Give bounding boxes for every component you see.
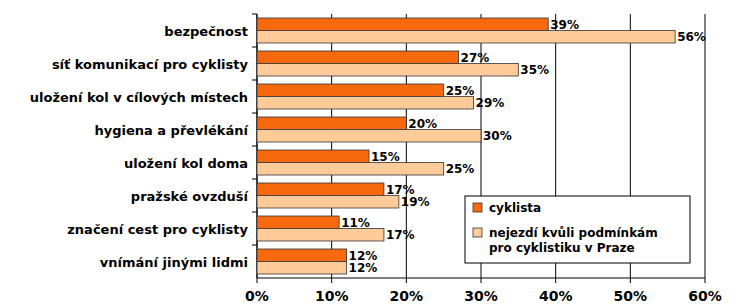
tick-mark <box>630 278 631 283</box>
tick-label: 60% <box>688 288 722 304</box>
category-tick <box>252 47 257 48</box>
bar <box>257 97 474 110</box>
category-label: hygiena a převlékání <box>94 123 249 138</box>
tick-label: 0% <box>245 288 269 304</box>
category-label: uložení kol v cílových místech <box>30 90 248 105</box>
tick-label: 20% <box>390 288 424 304</box>
category-tick <box>252 212 257 213</box>
tick-mark <box>705 278 706 283</box>
data-label: 15% <box>371 150 400 164</box>
bar <box>257 216 339 229</box>
data-label: 39% <box>550 18 579 32</box>
x-axis <box>257 278 705 279</box>
data-label: 56% <box>677 30 706 44</box>
tick-label: 10% <box>315 288 349 304</box>
tick-mark <box>406 278 407 283</box>
bar <box>257 183 384 196</box>
data-label: 12% <box>349 261 378 275</box>
legend-line: nejezdí kvůli podmínkám <box>489 226 658 240</box>
category-tick <box>252 80 257 81</box>
data-label: 30% <box>483 129 512 143</box>
tick-mark <box>555 278 556 283</box>
plot-area <box>257 14 705 278</box>
bar <box>257 64 518 77</box>
bar <box>257 150 369 163</box>
bar <box>257 18 548 31</box>
bar <box>257 229 384 242</box>
category-tick <box>252 245 257 246</box>
tick-label: 30% <box>464 288 498 304</box>
bar <box>257 84 444 97</box>
legend-swatch <box>473 228 482 237</box>
tick-label: 50% <box>614 288 648 304</box>
category-tick <box>252 14 257 15</box>
legend: cyklista nejezdí kvůli podmínkámpro cykli… <box>465 196 690 263</box>
data-label: 20% <box>408 117 437 131</box>
grid-line <box>705 14 706 278</box>
tick-label: 40% <box>539 288 573 304</box>
category-label: vnímání jinými lidmi <box>100 255 248 270</box>
tick-mark <box>481 278 482 283</box>
legend-label: nejezdí kvůli podmínkámpro cyklistiku v … <box>489 226 658 255</box>
legend-line: pro cyklistiku v Praze <box>489 241 635 255</box>
category-tick <box>252 113 257 114</box>
bar <box>257 163 444 176</box>
chart: 0% 10% 20% 30% 40% 50% 60% bezpečnost síť komuni… <box>0 0 744 308</box>
category-tick <box>252 179 257 180</box>
data-label: 17% <box>386 228 415 242</box>
data-labels: 39% 27% 25% 20% 15% 17% 11% 12% 56% 35% 29% 30% 25% 1… <box>341 18 706 276</box>
legend-label: cyklista <box>489 201 541 215</box>
category-label: bezpečnost <box>164 24 248 39</box>
tick-mark <box>331 278 332 283</box>
legend-line: cyklista <box>489 201 541 215</box>
category-tick <box>252 146 257 147</box>
data-label: 25% <box>446 84 475 98</box>
category-label: síť komunikací pro cyklisty <box>52 57 249 72</box>
data-label: 19% <box>401 195 430 209</box>
bar <box>257 196 399 209</box>
category-label: značení cest pro cyklisty <box>67 222 248 237</box>
bar <box>257 51 459 64</box>
data-label: 11% <box>341 216 370 230</box>
bar <box>257 262 347 275</box>
bar <box>257 130 481 143</box>
legend-box <box>465 196 690 263</box>
data-label: 29% <box>476 96 505 110</box>
tick-mark <box>257 278 258 283</box>
data-label: 27% <box>461 51 490 65</box>
category-label: uložení kol doma <box>124 156 248 171</box>
data-label: 25% <box>446 162 475 176</box>
legend-swatch <box>473 203 482 212</box>
bar <box>257 31 675 44</box>
bar <box>257 117 406 130</box>
category-label: pražské ovzduší <box>131 189 250 204</box>
bar <box>257 249 347 262</box>
data-label: 35% <box>520 63 549 77</box>
